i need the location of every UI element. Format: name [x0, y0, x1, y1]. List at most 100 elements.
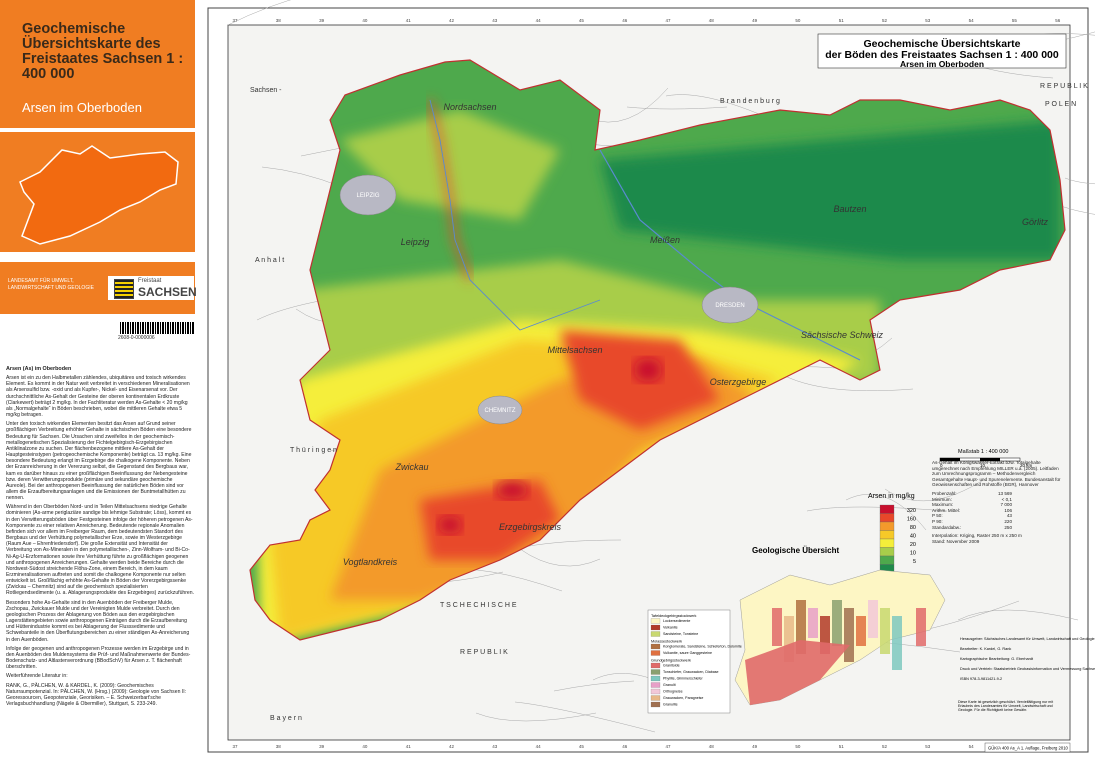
grid-label: 48: [709, 744, 715, 749]
geology-swatch: [650, 662, 661, 669]
grid-label: 51: [839, 744, 845, 749]
grid-label: 43: [492, 18, 498, 23]
stats-row: Standardabw.: 250: [932, 525, 1012, 531]
state-logo: Freistaat SACHSEN: [108, 276, 197, 300]
region-label: Osterzgebirge: [710, 377, 767, 387]
grid-label: 43: [492, 744, 498, 749]
region-label: Mittelsachsen: [547, 345, 602, 355]
paragraph: Arsen ist ein zu den Halbmetallen zählen…: [6, 375, 190, 419]
geology-label: Vulkanite: [663, 626, 678, 630]
stats-value: < 0,1: [1001, 496, 1012, 502]
geology-swatch: [650, 675, 661, 682]
legend-swatch: [879, 547, 895, 557]
geology-title: Geologische Übersicht: [752, 546, 839, 555]
city-area: [701, 286, 759, 324]
geology-label: Grauwacken, Paragneise: [663, 696, 703, 700]
geology-label: Granitoide: [663, 664, 680, 668]
grid-label: 54: [969, 18, 975, 23]
stand: Stand: November 2009: [932, 538, 980, 544]
geology-label: Orthogneise: [663, 690, 683, 694]
grid-label: 48: [709, 18, 715, 23]
scale-bar: [980, 458, 1000, 461]
neighbour-label: T h ü r i n g e n: [290, 447, 337, 454]
region-label: Sächsische Schweiz: [801, 330, 884, 340]
stats-row: P 50: 43: [932, 513, 1012, 519]
imprint: Herausgeber: Sächsisches Landesamt für U…: [960, 637, 1095, 641]
scale-label: Maßstab 1 : 400 000: [958, 449, 1008, 455]
region-label: Bautzen: [833, 204, 866, 214]
road: [884, 478, 986, 502]
disclaimer-box: Diese Karte ist gesetzlich geschützt. Ve…: [958, 700, 1054, 713]
grid-label: 51: [839, 18, 845, 23]
geology-label: Granulite: [663, 703, 678, 707]
geology-legend: TafeldeckgebirgsstockwerkLockersedimente…: [647, 609, 742, 714]
legend-label: 160: [907, 517, 916, 523]
sidebar: Geochemische Übersichtskarte des Freista…: [0, 0, 200, 761]
map: LEIPZIG CHEMNITZ DRESDEN Nordsachsen Leipzig…: [207, 0, 1095, 753]
geology-legend-box: [647, 609, 731, 714]
grid-label: 55: [1012, 18, 1018, 23]
imprint: Kartographische Bearbeitung: G. Eberhard…: [960, 657, 1034, 661]
stats-value: 7 000: [1000, 502, 1013, 508]
grid-label: 49: [752, 18, 758, 23]
geology-label: Phyllite, Glimmerschiefer: [663, 677, 704, 681]
grid-label: 37: [232, 18, 238, 23]
stats-value: 106: [1004, 507, 1012, 513]
geology-unit: [796, 600, 806, 654]
scale-tick: 20 km: [1020, 463, 1033, 468]
geology-unit: [760, 600, 770, 630]
geology-swatch: [650, 669, 661, 675]
grid-label: 50: [795, 744, 801, 749]
geology-unit: [916, 608, 926, 646]
geology-label: Lockersedimente: [663, 619, 690, 623]
grid-label: 53: [925, 18, 931, 23]
city-area: [339, 174, 397, 216]
region-label: Vogtlandkreis: [343, 557, 398, 567]
neighbour-label: B r a n d e n b u r g: [720, 98, 780, 105]
geology-label: Tonschiefer, Grauwacken, Diabase: [663, 670, 719, 674]
zone: [560, 330, 720, 430]
paragraph: Während in den Oberböden Nord- und in Te…: [6, 504, 195, 597]
legend-label: 5: [913, 559, 916, 565]
geology-map: [734, 569, 946, 706]
outline-panel: [0, 132, 195, 252]
hotspot: [634, 358, 662, 382]
legend-title: Arsen in mg/kg: [868, 493, 915, 500]
road: [475, 712, 597, 722]
neighbour-label: T S C H E C H I S C H E: [440, 602, 517, 609]
geology-label: Vulkanite, saure Ganggesteine: [663, 651, 712, 655]
grid-label: 47: [665, 744, 671, 749]
grid-label: 39: [319, 18, 325, 23]
legend-swatch: [879, 538, 895, 548]
neighbour-label: B a y e r n: [270, 715, 302, 722]
grid-label: 53: [925, 744, 931, 749]
stats-row: Maximum: 7 000: [932, 502, 1012, 508]
map-subtitle: Arsen im Oberboden: [900, 59, 984, 69]
region-label: Görlitz: [1022, 217, 1049, 227]
map-title: Geochemische Übersichtskarte: [864, 37, 1021, 50]
road: [227, 0, 291, 26]
imprint: ISBN 978-3-9811421-9-2: [960, 677, 1002, 681]
legend-swatch: [879, 530, 895, 540]
grid-label: 41: [406, 18, 412, 23]
geology-swatch: [650, 688, 661, 695]
grid-label: 46: [622, 744, 628, 749]
disclaimer: Diese Karte ist gesetzlich geschützt. Ve…: [958, 700, 1054, 713]
sidebar-subtitle: Arsen im Oberboden: [22, 100, 142, 115]
road: [519, 548, 601, 567]
stats: As-Gehalt im Königswasser-Extrakt bzw. T…: [932, 460, 1067, 544]
geology-unit: [784, 616, 794, 662]
grid-label: 52: [882, 18, 888, 23]
geology-swatch: [650, 618, 661, 624]
grid-label: 44: [536, 744, 542, 749]
geology-swatch: [650, 682, 661, 688]
stats-value: 250: [1004, 524, 1012, 530]
geology-swatch: [650, 650, 661, 656]
river: [599, 149, 861, 361]
grid-label: 40: [362, 18, 368, 23]
river: [429, 99, 601, 331]
stats-key: Minimum:: [932, 496, 952, 502]
road: [845, 494, 927, 531]
